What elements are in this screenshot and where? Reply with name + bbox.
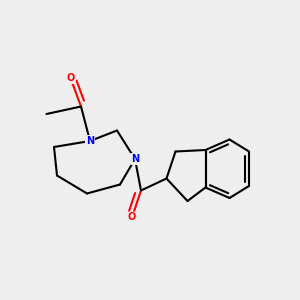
- Text: O: O: [128, 212, 136, 223]
- Text: N: N: [86, 136, 94, 146]
- Text: O: O: [66, 73, 75, 83]
- Text: N: N: [131, 154, 139, 164]
